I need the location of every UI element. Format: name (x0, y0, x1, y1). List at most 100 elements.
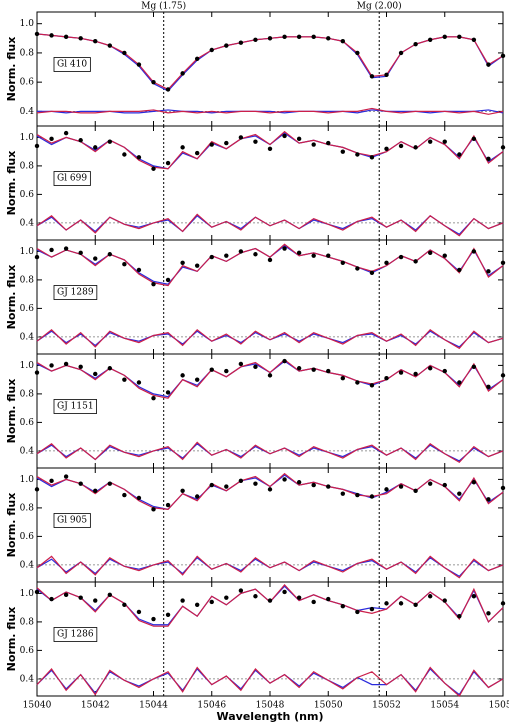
data-point (34, 370, 40, 375)
data-point (122, 262, 127, 267)
x-tick-label: 15048 (256, 701, 285, 711)
data-point (180, 373, 185, 378)
panel-label: Gl 905 (57, 516, 87, 526)
data-point (500, 260, 506, 265)
panel-label: GJ 1286 (57, 630, 94, 640)
data-point (49, 478, 54, 484)
data-point (427, 250, 433, 256)
data-point (63, 474, 69, 479)
label-box (53, 285, 98, 300)
data-point (282, 34, 287, 40)
data-point (238, 249, 244, 254)
data-point (180, 488, 185, 493)
data-point (500, 53, 506, 59)
model-line (36, 33, 504, 91)
y-tick-label: 0.6 (20, 190, 35, 200)
data-point (151, 616, 156, 622)
y-tick-label: 0.6 (20, 418, 35, 428)
data-point (194, 263, 200, 268)
data-point (457, 267, 462, 273)
data-point (224, 43, 229, 48)
data-point (471, 37, 477, 42)
data-point (457, 152, 462, 157)
y-tick-label: 1.0 (20, 589, 35, 599)
data-point (384, 487, 389, 492)
data-point (122, 50, 127, 56)
data-point (282, 358, 287, 364)
data-point (63, 246, 69, 251)
data-point (253, 481, 258, 486)
y-tick-label: 0.6 (20, 646, 35, 656)
data-point (486, 497, 491, 502)
data-point (340, 376, 346, 381)
data-point (122, 377, 127, 382)
data-point (78, 364, 83, 370)
data-point (326, 140, 331, 146)
x-tick-label: 15046 (197, 701, 226, 711)
data-point (194, 494, 200, 499)
data-point (311, 34, 316, 40)
label-box (53, 171, 91, 186)
data-point (209, 599, 214, 605)
y-tick-label: 1.0 (20, 247, 35, 257)
data-point (224, 595, 229, 600)
label-box (53, 627, 98, 642)
data-point (224, 140, 229, 146)
data-point (63, 130, 69, 136)
y-tick-label: 1.0 (20, 361, 35, 371)
data-point (326, 596, 331, 602)
data-point (427, 139, 433, 144)
data-point (311, 142, 316, 147)
model-line (36, 555, 504, 579)
data-point (500, 601, 506, 606)
data-point (78, 250, 83, 256)
data-point (34, 589, 40, 595)
data-point (457, 380, 462, 385)
y-tick-label: 0.6 (20, 532, 35, 542)
data-point (486, 156, 491, 161)
x-tick-label: 15040 (23, 701, 52, 711)
data-point (413, 371, 418, 377)
data-point (209, 142, 214, 147)
model-line (36, 213, 504, 237)
data-point (471, 249, 477, 254)
data-point (369, 494, 375, 499)
data-point (151, 79, 156, 85)
data-point (355, 152, 360, 157)
data-point (398, 143, 404, 149)
x-axis-label: Wavelength (nm) (217, 710, 324, 723)
data-point (398, 601, 404, 606)
data-point (151, 395, 156, 401)
data-point (209, 254, 214, 260)
data-point (151, 281, 156, 287)
data-point (369, 606, 375, 612)
y-tick-label: 0.4 (20, 218, 35, 228)
data-point (355, 492, 360, 498)
data-point (34, 143, 40, 149)
label-box (53, 399, 97, 414)
data-point (457, 614, 462, 619)
data-point (63, 34, 69, 40)
model-line (36, 358, 504, 399)
x-tick-label: 15050 (314, 701, 343, 711)
model-line (36, 666, 504, 697)
data-point (471, 364, 477, 370)
data-point (194, 602, 200, 607)
data-point (296, 136, 302, 142)
data-point (78, 481, 83, 486)
data-point (355, 266, 360, 271)
data-point (238, 478, 244, 484)
panel-label: Gl 699 (57, 174, 87, 184)
data-point (355, 609, 360, 615)
data-point (413, 41, 418, 47)
data-point (49, 247, 54, 253)
data-point (63, 361, 69, 367)
data-point (209, 47, 214, 53)
data-point (340, 491, 346, 496)
data-point (180, 260, 185, 265)
data-point (413, 145, 418, 150)
data-point (224, 368, 229, 374)
data-point (326, 368, 331, 374)
data-point (442, 368, 447, 374)
